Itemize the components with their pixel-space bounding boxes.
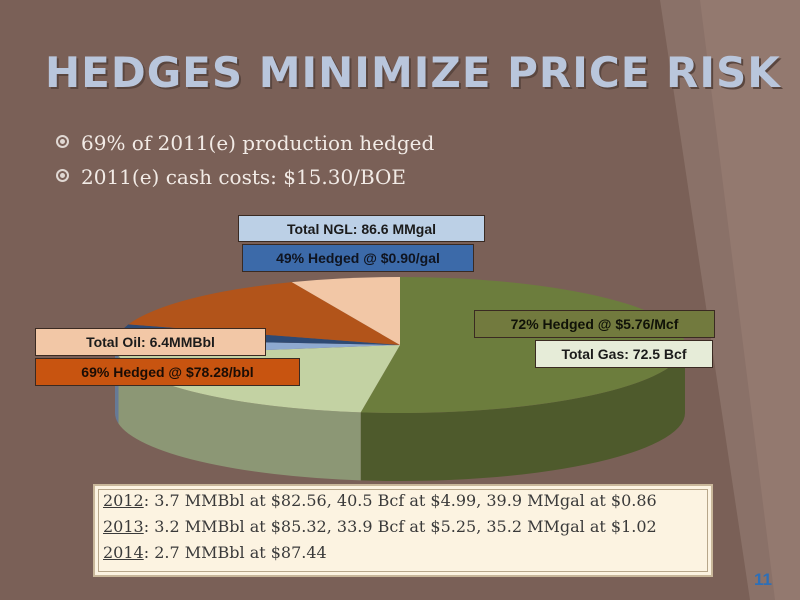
gas-hedged-label: 72% Hedged @ $5.76/Mcf <box>474 310 715 338</box>
future-hedges-box: 2012: 3.7 MMBbl at $82.56, 40.5 Bcf at $… <box>93 484 713 577</box>
gas-total-label: Total Gas: 72.5 Bcf <box>535 340 713 368</box>
pie-side-gas-unhedged <box>118 355 361 481</box>
future-hedge-row: 2013: 3.2 MMBbl at $85.32, 33.9 Bcf at $… <box>103 514 703 540</box>
slide-title: Hedges Minimize Price Risk <box>45 48 781 97</box>
hedge-year: 2014 <box>103 543 144 562</box>
pie-slice-oil-unhedged <box>291 277 400 345</box>
corner-decoration <box>660 0 800 600</box>
page-number: 11 <box>754 570 772 589</box>
oil-hedged-label: 69% Hedged @ $78.28/bbl <box>35 358 300 386</box>
bullet-text: 69% of 2011(e) production hedged <box>81 131 435 155</box>
hedge-detail: : 3.7 MMBbl at $82.56, 40.5 Bcf at $4.99… <box>143 491 657 510</box>
hedge-detail: : 2.7 MMBbl at $87.44 <box>143 543 327 562</box>
bullet-list: 69% of 2011(e) production hedged 2011(e)… <box>56 126 434 194</box>
pie-side-gas-hedged <box>360 345 685 481</box>
hedge-year: 2012 <box>103 491 144 510</box>
ngl-hedged-label: 49% Hedged @ $0.90/gal <box>242 244 474 272</box>
future-hedge-row: 2012: 3.7 MMBbl at $82.56, 40.5 Bcf at $… <box>103 488 703 514</box>
bullet-item: 2011(e) cash costs: $15.30/BOE <box>56 160 434 194</box>
bullet-item: 69% of 2011(e) production hedged <box>56 126 434 160</box>
bullet-icon <box>56 169 69 182</box>
ngl-total-label: Total NGL: 86.6 MMgal <box>238 215 485 242</box>
hedge-detail: : 3.2 MMBbl at $85.32, 33.9 Bcf at $5.25… <box>143 517 657 536</box>
oil-total-label: Total Oil: 6.4MMBbl <box>35 328 266 356</box>
bullet-icon <box>56 135 69 148</box>
future-hedge-row: 2014: 2.7 MMBbl at $87.44 <box>103 540 703 566</box>
bullet-text: 2011(e) cash costs: $15.30/BOE <box>81 165 407 189</box>
hedge-year: 2013 <box>103 517 144 536</box>
